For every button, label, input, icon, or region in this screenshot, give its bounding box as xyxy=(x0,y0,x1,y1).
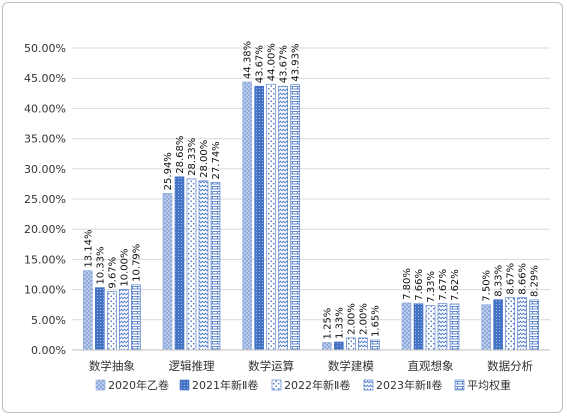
bar xyxy=(334,341,344,351)
bars: 13.14% 10.33% 9.67% 10.00% 10.79% 25.94% 28.68… xyxy=(83,41,541,351)
x-category-label: 数据分析 xyxy=(487,359,533,373)
x-axis: 数学抽象 逻辑推理 数学运算 数学建模 直观想象 数据分析 xyxy=(72,349,550,373)
bar xyxy=(401,302,412,351)
bar-value-label: 7.66% xyxy=(414,269,425,301)
x-category-label: 逻辑推理 xyxy=(169,359,215,373)
legend-swatch xyxy=(95,379,106,391)
bar-value-label: 10.79% xyxy=(131,244,142,282)
y-tick-label: 40.00% xyxy=(24,102,66,115)
y-axis: 0.00% 5.00% 10.00% 15.00% 20.00% 25.00% 30.00%… xyxy=(24,42,66,357)
legend-swatch xyxy=(271,379,282,391)
bar-value-label: 43.67% xyxy=(279,45,290,83)
bar-value-label: 7.80% xyxy=(402,268,413,300)
x-category-label: 数学建模 xyxy=(328,359,374,373)
bar xyxy=(119,289,129,351)
bar xyxy=(107,291,117,351)
bar xyxy=(346,337,356,351)
bar xyxy=(210,182,221,351)
bar-value-label: 28.68% xyxy=(175,136,186,174)
bar xyxy=(437,303,448,351)
bar-value-label: 7.33% xyxy=(426,271,437,303)
legend-label: 平均权重 xyxy=(467,378,511,392)
x-category-label: 直观想象 xyxy=(408,359,454,373)
bar-value-label: 7.62% xyxy=(450,269,461,301)
bar xyxy=(413,303,424,351)
legend-swatch xyxy=(363,379,374,391)
bar xyxy=(254,85,264,351)
legend-label: 2022年新Ⅱ卷 xyxy=(284,378,350,392)
bar xyxy=(278,85,288,351)
bar-value-label: 28.33% xyxy=(187,138,198,176)
y-tick-label: 0.00% xyxy=(31,344,66,357)
gridlines xyxy=(72,47,550,321)
y-tick-label: 35.00% xyxy=(24,133,66,146)
bar-value-label: 43.67% xyxy=(255,45,266,83)
legend-label: 2023年新Ⅱ卷 xyxy=(376,378,442,392)
bar xyxy=(242,81,252,351)
y-tick-label: 50.00% xyxy=(24,42,66,55)
y-tick-label: 10.00% xyxy=(24,284,66,297)
legend: 2020年乙卷 2021年新Ⅱ卷 2022年新Ⅱ卷 2023年新Ⅱ卷 平均权重 xyxy=(95,378,511,392)
y-tick-label: 30.00% xyxy=(24,163,66,176)
bar-value-label: 8.67% xyxy=(506,263,517,295)
legend-label: 2020年乙卷 xyxy=(108,378,169,392)
bar-value-label: 1.25% xyxy=(322,308,333,340)
bar xyxy=(198,180,209,351)
bar-value-label: 1.33% xyxy=(334,307,345,339)
bar-value-label: 28.00% xyxy=(199,140,210,178)
bar-value-label: 7.50% xyxy=(482,270,493,302)
bar-value-label: 9.67% xyxy=(107,257,118,289)
y-tick-label: 15.00% xyxy=(24,253,66,266)
bar xyxy=(505,297,515,351)
bar xyxy=(322,342,332,351)
x-category-label: 数学运算 xyxy=(248,359,294,373)
bar-value-label: 8.29% xyxy=(530,265,541,297)
bar-value-label: 8.33% xyxy=(494,265,505,297)
bar xyxy=(449,303,460,351)
bar-value-label: 7.67% xyxy=(438,269,449,301)
bar-value-label: 13.14% xyxy=(83,229,94,267)
y-tick-label: 45.00% xyxy=(24,72,66,85)
bar xyxy=(186,178,197,351)
bar xyxy=(290,84,300,351)
legend-label: 2021年新Ⅱ卷 xyxy=(192,378,258,392)
legend-swatch xyxy=(454,379,465,391)
bar xyxy=(162,193,173,351)
bar-value-label: 2.00% xyxy=(346,303,357,335)
bar xyxy=(95,287,105,351)
bar-value-label: 10.33% xyxy=(95,246,106,284)
x-category-label: 数学抽象 xyxy=(89,359,135,373)
bar xyxy=(529,299,539,351)
bar-value-label: 10.00% xyxy=(119,248,130,286)
bar-value-label: 2.00% xyxy=(358,303,369,335)
bar-value-label: 25.94% xyxy=(163,152,174,190)
legend-swatch xyxy=(179,379,190,391)
bar xyxy=(425,305,436,351)
bar-value-label: 1.65% xyxy=(370,305,381,337)
bar xyxy=(370,339,380,351)
y-tick-label: 5.00% xyxy=(31,314,66,327)
bar xyxy=(358,337,368,351)
bar-value-label: 8.66% xyxy=(518,263,529,295)
bar xyxy=(517,297,527,351)
y-tick-label: 20.00% xyxy=(24,223,66,236)
bar-value-label: 27.74% xyxy=(211,141,222,179)
bar xyxy=(481,304,491,351)
bar-value-label: 44.38% xyxy=(243,41,254,79)
bar xyxy=(83,270,93,351)
bar-value-label: 44.00% xyxy=(267,43,278,81)
bar xyxy=(266,83,276,351)
bar xyxy=(131,284,141,351)
bar-value-label: 43.93% xyxy=(291,44,302,82)
bar xyxy=(174,176,185,351)
bar xyxy=(493,299,503,351)
y-tick-label: 25.00% xyxy=(24,193,66,206)
